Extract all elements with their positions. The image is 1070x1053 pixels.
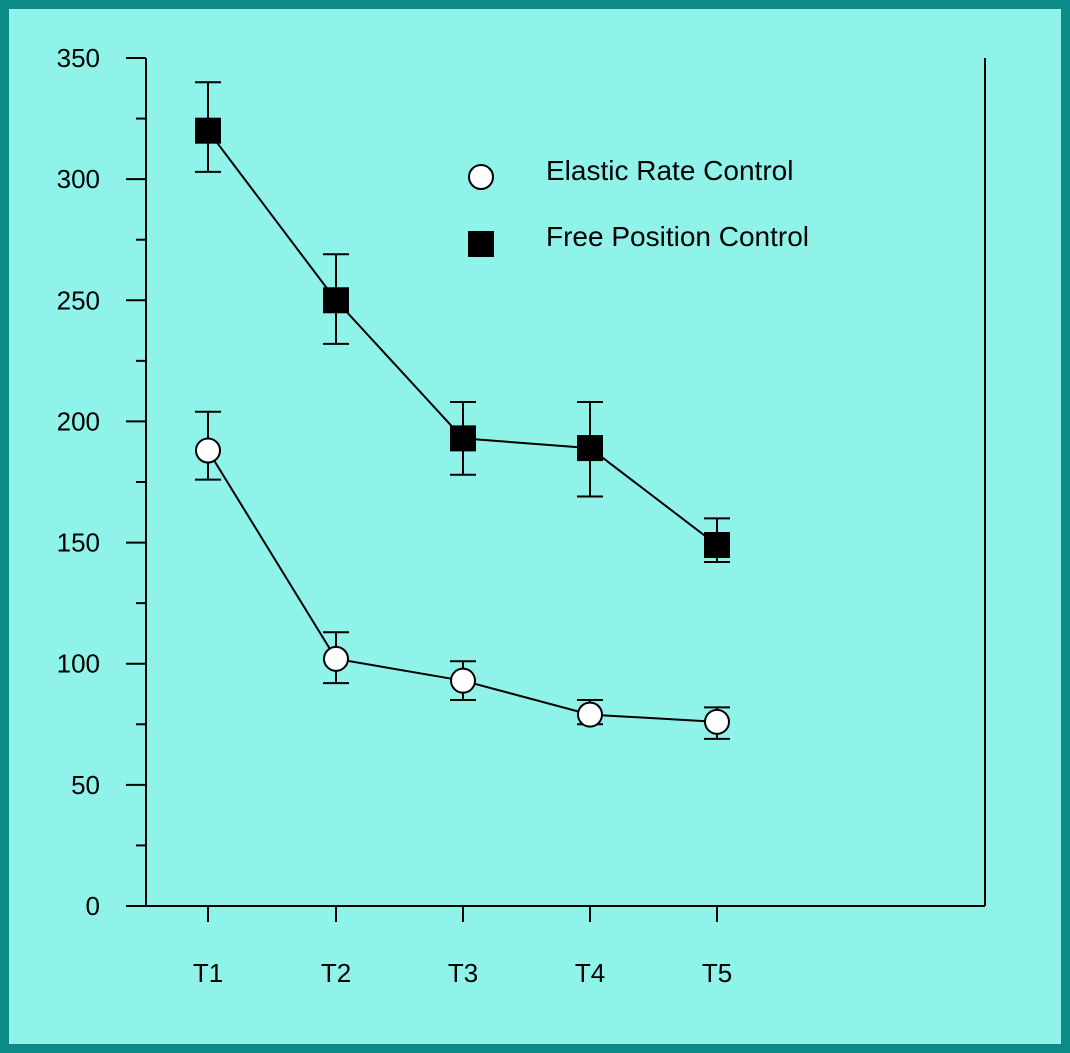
x-tick-label: T3 (448, 958, 478, 988)
series-line (207, 130, 718, 546)
x-tick-label: T1 (193, 958, 223, 988)
data-point (704, 531, 730, 558)
data-point (577, 701, 603, 728)
legend-item: Free Position Control (468, 221, 809, 257)
series-free-position-control (195, 81, 730, 563)
data-point (323, 645, 349, 672)
data-point (577, 435, 603, 462)
data-point (323, 287, 349, 314)
legend-marker-filled-square (468, 231, 494, 257)
y-tick-label: 250 (57, 285, 100, 315)
series-elastic-rate-control (195, 410, 730, 740)
x-tick-label: T2 (321, 958, 351, 988)
y-tick-label: 350 (57, 43, 100, 73)
series-layer (195, 81, 730, 740)
y-tick-label: 0 (86, 891, 100, 921)
legend-label: Elastic Rate Control (546, 155, 793, 186)
data-point (195, 117, 221, 144)
legend-label: Free Position Control (546, 221, 809, 252)
data-point (450, 425, 476, 452)
legend-item: Elastic Rate Control (468, 155, 793, 190)
y-tick-label: 100 (57, 649, 100, 679)
y-tick-label: 50 (71, 770, 100, 800)
x-tick-label: T5 (702, 958, 732, 988)
legend-marker-open-circle (468, 164, 494, 190)
data-point (704, 708, 730, 735)
tick-marks: 0 50 100 150 200 250 300 350 T1 T2 T3 T4 T5 (57, 43, 733, 988)
legend: Elastic Rate Control Free Position Contro… (468, 155, 809, 257)
data-point (450, 667, 476, 694)
y-tick-label: 150 (57, 528, 100, 558)
y-tick-label: 300 (57, 164, 100, 194)
chart-background (9, 9, 1061, 1044)
x-tick-label: T4 (575, 958, 605, 988)
data-point (195, 437, 221, 464)
y-tick-label: 200 (57, 406, 100, 436)
